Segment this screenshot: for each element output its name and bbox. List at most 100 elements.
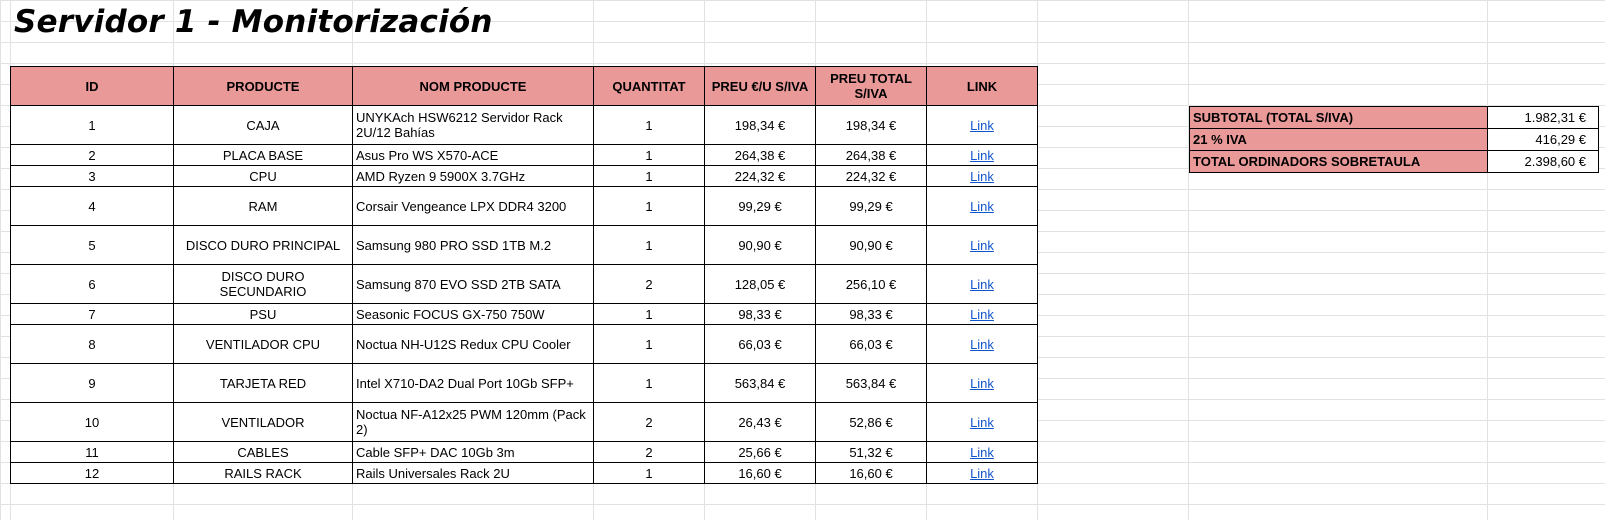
product-link[interactable]: Link	[970, 306, 994, 322]
product-link[interactable]: Link	[970, 414, 994, 430]
header-preu-total[interactable]: PREU TOTAL S/IVA	[815, 66, 927, 106]
iva-label[interactable]: 21 % IVA	[1189, 128, 1488, 151]
row-id[interactable]: 8	[10, 324, 174, 364]
row-preu-unitari[interactable]: 99,29 €	[704, 186, 816, 226]
row-producte[interactable]: CPU	[173, 165, 353, 187]
row-preu-unitari[interactable]: 16,60 €	[704, 462, 816, 484]
row-quantitat[interactable]: 1	[593, 363, 705, 403]
row-preu-total[interactable]: 98,33 €	[815, 303, 927, 325]
row-nom-producte[interactable]: Samsung 870 EVO SSD 2TB SATA	[352, 264, 594, 304]
row-preu-unitari[interactable]: 224,32 €	[704, 165, 816, 187]
row-link-cell[interactable]: Link	[926, 324, 1038, 364]
row-preu-total[interactable]: 264,38 €	[815, 144, 927, 166]
total-label[interactable]: TOTAL ORDINADORS SOBRETAULA	[1189, 150, 1488, 173]
row-preu-total[interactable]: 224,32 €	[815, 165, 927, 187]
row-id[interactable]: 6	[10, 264, 174, 304]
row-quantitat[interactable]: 1	[593, 225, 705, 265]
row-quantitat[interactable]: 2	[593, 402, 705, 442]
row-link-cell[interactable]: Link	[926, 303, 1038, 325]
row-id[interactable]: 3	[10, 165, 174, 187]
row-producte[interactable]: VENTILADOR CPU	[173, 324, 353, 364]
product-link[interactable]: Link	[970, 198, 994, 214]
row-producte[interactable]: CABLES	[173, 441, 353, 463]
header-id[interactable]: ID	[10, 66, 174, 106]
row-producte[interactable]: TARJETA RED	[173, 363, 353, 403]
row-nom-producte[interactable]: Samsung 980 PRO SSD 1TB M.2	[352, 225, 594, 265]
row-producte[interactable]: VENTILADOR	[173, 402, 353, 442]
row-preu-unitari[interactable]: 90,90 €	[704, 225, 816, 265]
row-id[interactable]: 4	[10, 186, 174, 226]
row-quantitat[interactable]: 1	[593, 462, 705, 484]
row-preu-unitari[interactable]: 25,66 €	[704, 441, 816, 463]
row-id[interactable]: 11	[10, 441, 174, 463]
row-producte[interactable]: PLACA BASE	[173, 144, 353, 166]
row-link-cell[interactable]: Link	[926, 225, 1038, 265]
row-nom-producte[interactable]: Cable SFP+ DAC 10Gb 3m	[352, 441, 594, 463]
row-preu-unitari[interactable]: 563,84 €	[704, 363, 816, 403]
subtotal-label[interactable]: SUBTOTAL (TOTAL S/IVA)	[1189, 106, 1488, 129]
row-preu-total[interactable]: 66,03 €	[815, 324, 927, 364]
row-producte[interactable]: CAJA	[173, 105, 353, 145]
row-quantitat[interactable]: 1	[593, 186, 705, 226]
row-link-cell[interactable]: Link	[926, 462, 1038, 484]
header-producte[interactable]: PRODUCTE	[173, 66, 353, 106]
row-producte[interactable]: PSU	[173, 303, 353, 325]
row-id[interactable]: 12	[10, 462, 174, 484]
row-link-cell[interactable]: Link	[926, 144, 1038, 166]
row-producte[interactable]: RAM	[173, 186, 353, 226]
row-nom-producte[interactable]: AMD Ryzen 9 5900X 3.7GHz	[352, 165, 594, 187]
row-id[interactable]: 5	[10, 225, 174, 265]
subtotal-value[interactable]: 1.982,31 €	[1487, 106, 1599, 129]
product-link[interactable]: Link	[970, 168, 994, 184]
row-id[interactable]: 7	[10, 303, 174, 325]
row-nom-producte[interactable]: Asus Pro WS X570-ACE	[352, 144, 594, 166]
row-link-cell[interactable]: Link	[926, 186, 1038, 226]
product-link[interactable]: Link	[970, 375, 994, 391]
row-nom-producte[interactable]: UNYKAch HSW6212 Servidor Rack 2U/12 Bahí…	[352, 105, 594, 145]
row-quantitat[interactable]: 2	[593, 264, 705, 304]
header-nom-producte[interactable]: NOM PRODUCTE	[352, 66, 594, 106]
iva-value[interactable]: 416,29 €	[1487, 128, 1599, 151]
row-id[interactable]: 9	[10, 363, 174, 403]
row-producte[interactable]: DISCO DURO PRINCIPAL	[173, 225, 353, 265]
row-producte[interactable]: RAILS RACK	[173, 462, 353, 484]
row-preu-unitari[interactable]: 66,03 €	[704, 324, 816, 364]
row-preu-unitari[interactable]: 26,43 €	[704, 402, 816, 442]
row-id[interactable]: 2	[10, 144, 174, 166]
row-quantitat[interactable]: 1	[593, 105, 705, 145]
total-value[interactable]: 2.398,60 €	[1487, 150, 1599, 173]
row-id[interactable]: 1	[10, 105, 174, 145]
row-link-cell[interactable]: Link	[926, 441, 1038, 463]
row-preu-total[interactable]: 90,90 €	[815, 225, 927, 265]
header-quantitat[interactable]: QUANTITAT	[593, 66, 705, 106]
header-preu-unitari[interactable]: PREU €/U S/IVA	[704, 66, 816, 106]
product-link[interactable]: Link	[970, 444, 994, 460]
product-link[interactable]: Link	[970, 465, 994, 481]
header-link[interactable]: LINK	[926, 66, 1038, 106]
row-nom-producte[interactable]: Intel X710-DA2 Dual Port 10Gb SFP+	[352, 363, 594, 403]
row-preu-unitari[interactable]: 198,34 €	[704, 105, 816, 145]
row-link-cell[interactable]: Link	[926, 363, 1038, 403]
row-preu-total[interactable]: 256,10 €	[815, 264, 927, 304]
row-preu-total[interactable]: 51,32 €	[815, 441, 927, 463]
product-link[interactable]: Link	[970, 276, 994, 292]
row-producte[interactable]: DISCO DURO SECUNDARIO	[173, 264, 353, 304]
row-quantitat[interactable]: 1	[593, 144, 705, 166]
row-preu-total[interactable]: 99,29 €	[815, 186, 927, 226]
row-preu-total[interactable]: 563,84 €	[815, 363, 927, 403]
product-link[interactable]: Link	[970, 237, 994, 253]
row-link-cell[interactable]: Link	[926, 264, 1038, 304]
row-link-cell[interactable]: Link	[926, 105, 1038, 145]
row-preu-unitari[interactable]: 98,33 €	[704, 303, 816, 325]
row-preu-unitari[interactable]: 128,05 €	[704, 264, 816, 304]
row-quantitat[interactable]: 1	[593, 165, 705, 187]
row-preu-total[interactable]: 52,86 €	[815, 402, 927, 442]
product-link[interactable]: Link	[970, 117, 994, 133]
row-nom-producte[interactable]: Noctua NH-U12S Redux CPU Cooler	[352, 324, 594, 364]
row-preu-total[interactable]: 16,60 €	[815, 462, 927, 484]
row-link-cell[interactable]: Link	[926, 402, 1038, 442]
product-link[interactable]: Link	[970, 336, 994, 352]
row-quantitat[interactable]: 1	[593, 303, 705, 325]
row-link-cell[interactable]: Link	[926, 165, 1038, 187]
row-id[interactable]: 10	[10, 402, 174, 442]
